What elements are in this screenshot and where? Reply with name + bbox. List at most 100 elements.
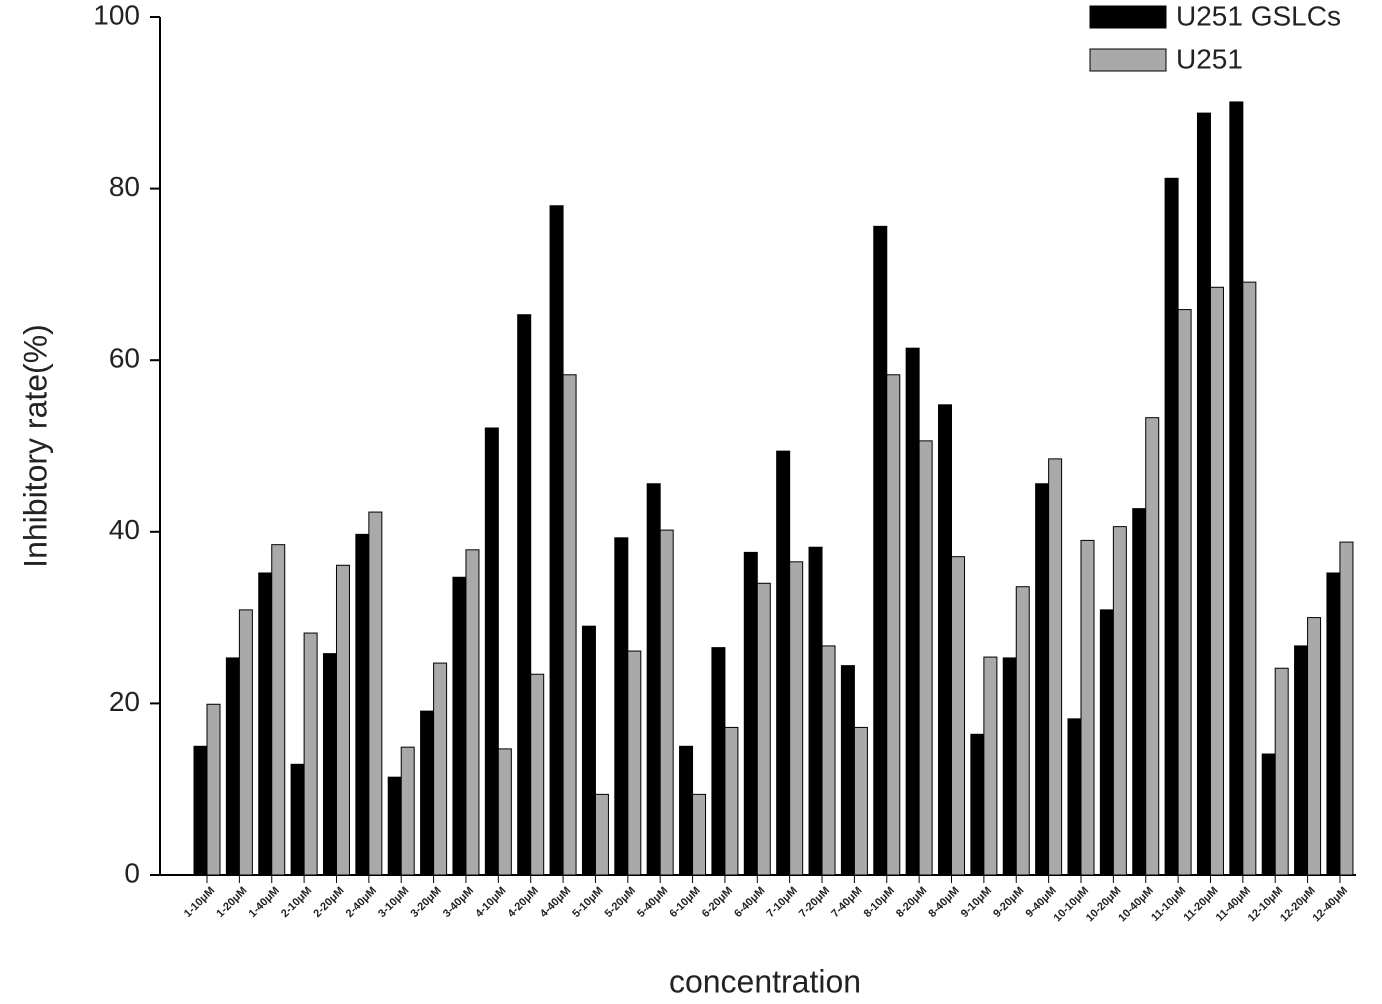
bar [465, 549, 480, 876]
x-tick-label: 8-10μM [862, 885, 897, 920]
x-tick-label: 7-10μM [765, 885, 800, 920]
bar [1067, 718, 1082, 876]
x-tick-label: 2-20μM [311, 885, 346, 920]
x-tick-label: 5-10μM [570, 885, 605, 920]
bar [1261, 753, 1276, 876]
bar [1274, 667, 1289, 876]
bar [743, 551, 758, 876]
x-tick-label: 6-40μM [732, 885, 767, 920]
x-tick-label: 3-20μM [408, 885, 443, 920]
bar [206, 703, 221, 876]
bar [1099, 609, 1114, 876]
legend-label: U251 [1176, 43, 1243, 74]
bar [1307, 617, 1322, 876]
bar [724, 726, 739, 876]
x-tick-label: 2-10μM [279, 885, 314, 920]
bar [776, 450, 791, 876]
bar [1177, 309, 1192, 876]
bar [886, 374, 901, 876]
x-tick-label: 1-20μM [214, 885, 249, 920]
bar [225, 657, 240, 876]
x-tick-label: 8-40μM [926, 885, 961, 920]
bar [530, 673, 545, 876]
bar [1035, 483, 1050, 876]
bar [1229, 101, 1244, 876]
bar [322, 653, 337, 876]
x-tick-label: 5-20μM [603, 885, 638, 920]
bar [387, 776, 402, 876]
bar [614, 537, 629, 876]
bar [484, 427, 499, 876]
x-tick-label: 9-20μM [991, 885, 1026, 920]
bar [271, 544, 286, 876]
bar [193, 745, 208, 876]
bar [951, 556, 966, 876]
x-tick-label: 2-40μM [344, 885, 379, 920]
bar [1326, 572, 1341, 876]
bar [983, 656, 998, 876]
y-tick-label: 80 [109, 171, 140, 202]
x-tick-label: 3-10μM [376, 885, 411, 920]
x-tick-label: 7-20μM [797, 885, 832, 920]
bar [1196, 112, 1211, 876]
x-tick-label: 10-40μM [1116, 885, 1156, 925]
bar [679, 745, 694, 876]
x-tick-label: 6-10μM [667, 885, 702, 920]
bar [420, 710, 435, 876]
y-tick-label: 20 [109, 686, 140, 717]
bar [938, 404, 953, 876]
bar [692, 793, 707, 876]
bar [1112, 526, 1127, 876]
x-tick-label: 9-10μM [959, 885, 994, 920]
bar [290, 763, 305, 876]
bar [821, 645, 836, 876]
bar [594, 793, 609, 876]
bar [1164, 177, 1179, 876]
bar [840, 665, 855, 876]
bar [789, 561, 804, 876]
bar [1242, 281, 1257, 876]
x-tick-label: 8-20μM [894, 885, 929, 920]
x-tick-label: 1-40μM [247, 885, 282, 920]
bar [659, 529, 674, 876]
bar [1145, 417, 1160, 876]
bar [1339, 541, 1354, 876]
bar [918, 440, 933, 876]
bar [646, 483, 661, 876]
x-tick-label: 1-10μM [182, 885, 217, 920]
bar [258, 572, 273, 876]
bar [1002, 657, 1017, 876]
bar [562, 374, 577, 876]
y-tick-label: 100 [93, 0, 140, 30]
bar [1048, 458, 1063, 876]
bar [1132, 508, 1147, 876]
bar [400, 746, 415, 876]
legend-swatch [1089, 48, 1167, 72]
bar [1080, 539, 1095, 876]
bar [355, 533, 370, 876]
bar [756, 582, 771, 876]
bar [853, 726, 868, 876]
bar [581, 625, 596, 876]
bar [627, 650, 642, 876]
bar [433, 662, 448, 876]
bar [238, 609, 253, 876]
x-tick-label: 4-20μM [506, 885, 541, 920]
x-tick-label: 11-10μM [1149, 885, 1188, 924]
bar [517, 314, 532, 876]
legend-swatch [1089, 5, 1167, 29]
x-axis-label: concentration [669, 963, 861, 999]
bar [335, 564, 350, 876]
x-tick-label: 4-40μM [538, 885, 573, 920]
bar [452, 576, 467, 876]
bar [1294, 645, 1309, 876]
bar [808, 546, 823, 876]
bar [711, 647, 726, 876]
legend-label: U251 GSLCs [1176, 0, 1341, 31]
bar [1209, 286, 1224, 876]
y-axis-label: Inhibitory rate(%) [17, 324, 53, 568]
x-tick-label: 7-40μM [829, 885, 864, 920]
bar [1015, 586, 1030, 876]
x-tick-label: 6-20μM [700, 885, 735, 920]
